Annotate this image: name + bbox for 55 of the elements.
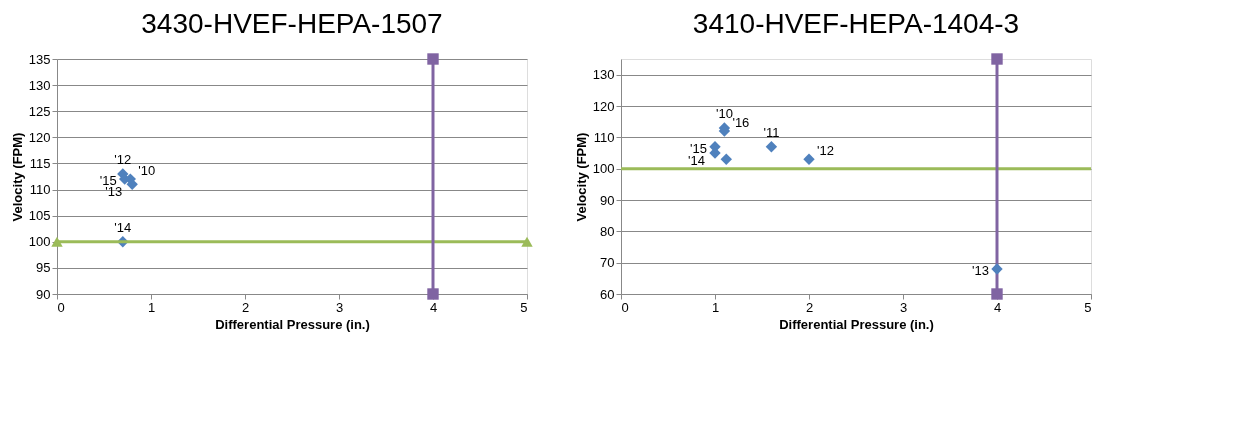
y-tick-label: 115	[29, 155, 51, 171]
x-tick-label: 4	[993, 299, 1002, 315]
annotation: '16	[732, 115, 750, 131]
y-tick-label: 135	[28, 51, 51, 67]
point	[427, 288, 439, 300]
annotation: '14	[114, 219, 132, 235]
point	[991, 263, 1003, 275]
y-tick-label: 95	[36, 260, 51, 276]
chart-title: 3430-HVEF-HEPA-1507	[141, 8, 443, 39]
x-axis-title: Differential Pressure (in.)	[779, 316, 934, 332]
y-axis-title: Velocity (FPM)	[9, 132, 25, 222]
annotation: '10	[138, 163, 156, 179]
y-tick-label: 90	[36, 286, 51, 302]
y-tick-label: 110	[593, 129, 615, 145]
annotation: '13	[972, 262, 989, 278]
x-tick-label: 5	[1084, 299, 1092, 315]
annotation: '12	[817, 143, 834, 159]
y-tick-label: 110	[29, 182, 51, 198]
annotation: '13	[105, 184, 123, 200]
annotation: '15	[690, 140, 707, 156]
y-tick-label: 90	[600, 192, 615, 208]
y-tick-label: 125	[28, 103, 51, 119]
chart-title: 3410-HVEF-HEPA-1404-3	[692, 8, 1020, 40]
x-axis-title: Differential Pressure (in.)	[215, 316, 370, 332]
y-tick-label: 120	[28, 129, 51, 145]
y-tick-label: 130	[28, 77, 51, 93]
y-tick-label: 60	[600, 286, 615, 302]
annotation: '12	[114, 151, 132, 167]
x-tick-label: 2	[241, 299, 250, 315]
point	[991, 53, 1003, 65]
point	[765, 141, 778, 153]
x-tick-label: 1	[147, 299, 156, 315]
x-tick-label: 0	[57, 299, 65, 315]
point	[803, 153, 815, 165]
x-tick-label: 4	[429, 299, 438, 315]
annotation: '11	[763, 124, 780, 140]
point	[720, 153, 732, 165]
x-tick-label: 1	[711, 299, 720, 315]
y-tick-label: 80	[600, 223, 615, 239]
x-tick-label: 3	[899, 299, 908, 315]
annotation: '14	[688, 153, 705, 168]
y-tick-label: 100	[592, 161, 615, 177]
y-tick-label: 120	[592, 98, 615, 114]
y-axis-title: Velocity (FPM)	[573, 132, 589, 222]
y-tick-label: 100	[28, 234, 51, 250]
y-tick-label: 130	[592, 67, 615, 83]
x-tick-label: 5	[520, 299, 528, 315]
x-tick-label: 2	[805, 299, 814, 315]
point	[991, 288, 1003, 300]
x-tick-label: 3	[335, 299, 344, 315]
point	[427, 53, 439, 65]
y-tick-label: 105	[28, 208, 51, 224]
x-tick-label: 0	[621, 299, 629, 315]
annotation: '10	[715, 105, 733, 121]
y-tick-label: 70	[600, 255, 615, 271]
